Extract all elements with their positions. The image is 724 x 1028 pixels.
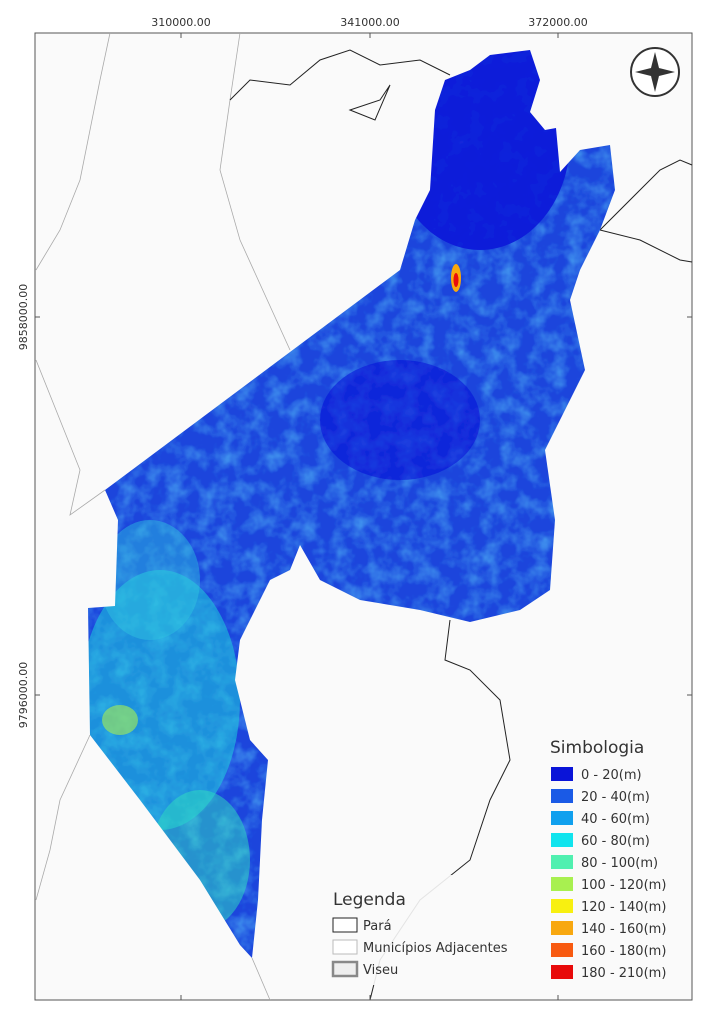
- grid-label-top: 372000.00: [528, 16, 588, 29]
- symbology-swatch: [551, 921, 573, 935]
- symbology-swatch: [551, 789, 573, 803]
- grid-label-top: 341000.00: [340, 16, 400, 29]
- grid-label-left: 9796000.00: [17, 662, 30, 728]
- symbology-swatch: [551, 767, 573, 781]
- legend-box: [325, 875, 535, 985]
- symbology-title: Simbologia: [550, 738, 644, 758]
- symbology-swatch: [551, 855, 573, 869]
- symbology-label: 40 - 60(m): [581, 812, 650, 827]
- symbology-swatch: [551, 811, 573, 825]
- legend-label: Municípios Adjacentes: [363, 941, 508, 956]
- symbology-label: 80 - 100(m): [581, 856, 658, 871]
- symbology-label: 160 - 180(m): [581, 944, 666, 959]
- legend-label: Viseu: [363, 963, 398, 978]
- symbology-label: 100 - 120(m): [581, 878, 666, 893]
- legend-swatch: [332, 939, 358, 955]
- symbology-swatch: [551, 965, 573, 979]
- municipal-boundaries: [35, 32, 291, 1001]
- grid-label-left: 9858000.00: [17, 284, 30, 350]
- symbology-swatch: [551, 899, 573, 913]
- symbology-label: 120 - 140(m): [581, 900, 666, 915]
- symbology-label: 0 - 20(m): [581, 768, 642, 783]
- grid-label-top: 310000.00: [151, 16, 211, 29]
- legend-label: Pará: [363, 919, 392, 934]
- symbology-swatch: [551, 943, 573, 957]
- legend-swatch: [331, 960, 359, 978]
- legend-swatch: [332, 917, 358, 933]
- symbology-label: 20 - 40(m): [581, 790, 650, 805]
- symbology-swatch: [551, 877, 573, 891]
- north-arrow: [630, 47, 680, 97]
- symbology-label: 140 - 160(m): [581, 922, 666, 937]
- symbology-label: 180 - 210(m): [581, 966, 666, 981]
- legend-title: Legenda: [333, 890, 406, 910]
- symbology-swatch: [551, 833, 573, 847]
- symbology-label: 60 - 80(m): [581, 834, 650, 849]
